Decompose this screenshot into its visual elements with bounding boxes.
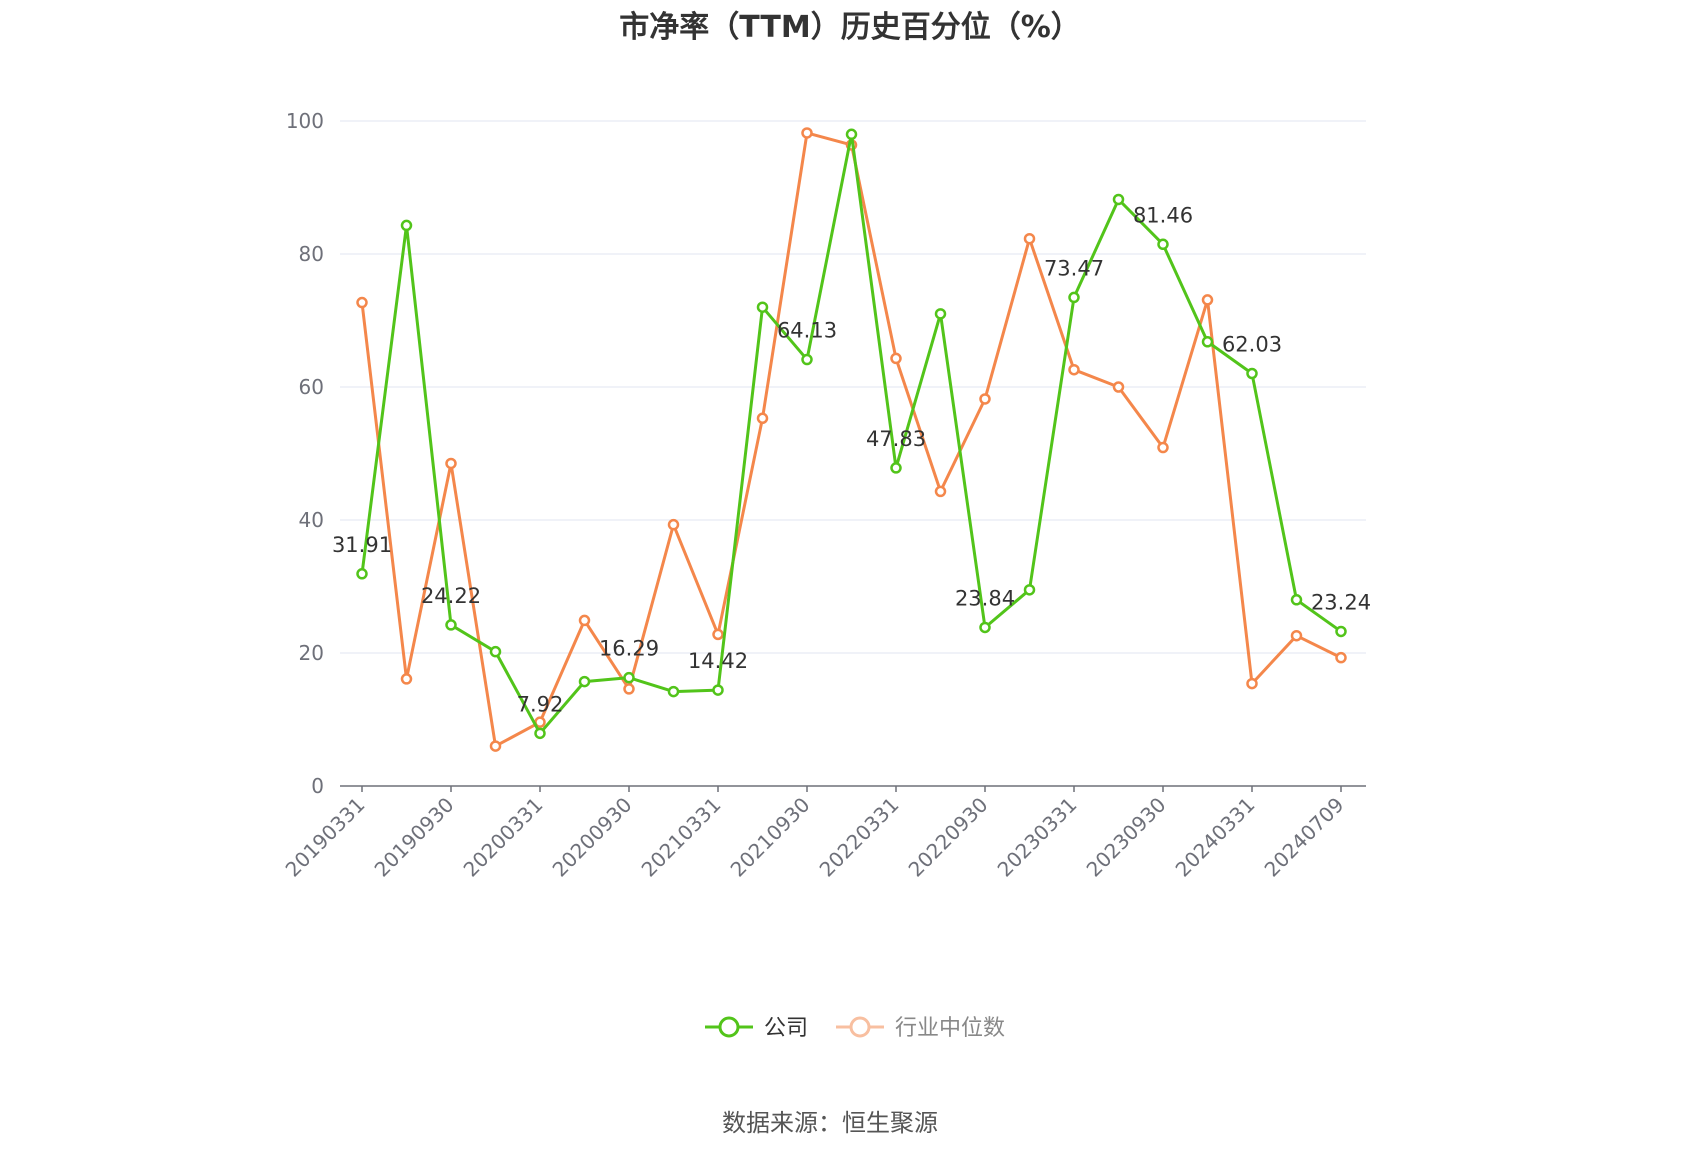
data-label-20220331: 47.83 <box>866 427 926 451</box>
point-industry-20191231[interactable] <box>489 740 502 752</box>
series-line-company <box>360 132 1342 735</box>
x-axis: 20190331 20190930 20200331 20200930 20210331… <box>281 785 1366 882</box>
point-industry-20190630[interactable] <box>400 673 413 685</box>
point-industry-20240709[interactable] <box>1335 651 1347 664</box>
y-tick-label-60: 60 <box>299 375 324 399</box>
grid-lines <box>340 120 1366 654</box>
point-industry-20221231[interactable] <box>1023 232 1036 245</box>
point-company-20190331[interactable] <box>356 568 368 580</box>
point-industry-20231231[interactable] <box>1201 294 1214 306</box>
point-industry-20210331[interactable] <box>712 628 724 641</box>
y-tick-label-20: 20 <box>299 641 324 665</box>
point-industry-20190930[interactable] <box>445 457 457 470</box>
data-label-20190331: 31.91 <box>332 533 392 557</box>
x-tick-label-20220331: 20220331 <box>815 793 904 882</box>
chart-title: 市净率（TTM）历史百分位（%） <box>619 10 1081 45</box>
point-company-20200630[interactable] <box>578 675 591 688</box>
point-company-20231231[interactable] <box>1201 336 1214 348</box>
data-label-20240709: 23.24 <box>1311 590 1371 614</box>
point-company-20230930[interactable] <box>1157 238 1169 251</box>
data-labels: 31.91 24.22 7.92 16.29 14.42 64.13 47.83 23.84 7… <box>332 203 1371 716</box>
point-company-20211231[interactable] <box>845 128 858 141</box>
y-tick-label-0: 0 <box>311 774 324 798</box>
point-company-20210930[interactable] <box>801 353 813 366</box>
legend-item-industry[interactable]: 行业中位数 <box>836 1016 1005 1041</box>
legend-industry-marker <box>849 1016 871 1038</box>
point-industry-20240630[interactable] <box>1290 629 1303 642</box>
point-industry-20210630[interactable] <box>756 412 769 425</box>
data-label-20240331: 62.03 <box>1222 333 1282 357</box>
point-industry-20230331[interactable] <box>1068 363 1080 376</box>
data-label-20230930: 81.46 <box>1133 203 1193 227</box>
legend-industry-label: 行业中位数 <box>895 1016 1005 1041</box>
data-label-20200331: 7.92 <box>517 692 564 716</box>
point-company-20200930[interactable] <box>623 671 635 684</box>
point-company-20240331[interactable] <box>1246 367 1258 380</box>
y-tick-label-100: 100 <box>286 109 324 133</box>
legend-company-label: 公司 <box>764 1016 808 1041</box>
legend-company-marker <box>718 1016 740 1038</box>
data-label-20200930: 16.29 <box>599 637 659 661</box>
point-company-20200331[interactable] <box>534 727 546 740</box>
data-source: 数据来源：恒生聚源 <box>722 1109 938 1137</box>
point-company-20201231[interactable] <box>667 685 680 698</box>
point-industry-20220630[interactable] <box>934 485 947 498</box>
series-line-industry <box>360 131 1342 748</box>
point-industry-20201231[interactable] <box>667 518 680 531</box>
point-industry-20200630[interactable] <box>578 614 591 627</box>
y-axis-ticks: 0 20 40 60 80 100 <box>286 109 324 798</box>
legend-item-company[interactable]: 公司 <box>705 1016 808 1041</box>
data-label-20220930: 23.84 <box>955 586 1015 610</box>
x-tick-label-20200331: 20200331 <box>459 793 548 882</box>
x-tick-label-20230930: 20230930 <box>1082 793 1171 882</box>
point-industry-20230930[interactable] <box>1157 441 1169 454</box>
y-tick-label-80: 80 <box>299 242 324 266</box>
point-company-20240709[interactable] <box>1335 625 1347 638</box>
point-company-20191231[interactable] <box>489 645 502 658</box>
point-company-20220331[interactable] <box>890 462 902 474</box>
x-tick-label-20220930: 20220930 <box>904 793 993 882</box>
point-industry-20220930[interactable] <box>979 393 991 405</box>
data-label-20230331: 73.47 <box>1044 256 1104 280</box>
point-company-20220930[interactable] <box>979 621 991 634</box>
point-industry-20240331[interactable] <box>1246 677 1258 690</box>
point-industry-20220331[interactable] <box>890 352 902 365</box>
x-tick-label-20240709: 20240709 <box>1260 793 1349 882</box>
data-label-20210930: 64.13 <box>777 319 837 343</box>
series-layer <box>356 127 1347 752</box>
point-company-20230630[interactable] <box>1112 193 1125 206</box>
x-tick-label-20190331: 20190331 <box>281 793 370 882</box>
point-industry-20190331[interactable] <box>356 296 368 309</box>
point-industry-20200930[interactable] <box>623 683 635 695</box>
point-company-20221231[interactable] <box>1023 584 1036 596</box>
point-company-20240630[interactable] <box>1290 594 1303 606</box>
x-tick-label-20190930: 20190930 <box>370 793 459 882</box>
data-label-20190930: 24.22 <box>421 584 481 608</box>
point-company-20230331[interactable] <box>1068 291 1080 304</box>
data-label-20210331: 14.42 <box>688 649 748 673</box>
x-tick-label-20210331: 20210331 <box>637 793 726 882</box>
point-industry-20230630[interactable] <box>1112 381 1125 393</box>
point-company-20210630[interactable] <box>756 301 769 313</box>
x-tick-label-20230331: 20230331 <box>993 793 1082 882</box>
point-company-20220630[interactable] <box>934 308 947 320</box>
point-company-20210331[interactable] <box>712 684 724 696</box>
point-industry-20210930[interactable] <box>801 127 813 139</box>
x-tick-label-20240331: 20240331 <box>1171 793 1260 882</box>
point-company-20190930[interactable] <box>445 619 457 631</box>
x-tick-label-20210930: 20210930 <box>726 793 815 882</box>
y-tick-label-40: 40 <box>299 508 324 532</box>
point-company-20190630[interactable] <box>400 219 413 232</box>
legend[interactable]: 公司 行业中位数 <box>705 1016 1005 1041</box>
x-tick-label-20200930: 20200930 <box>548 793 637 882</box>
